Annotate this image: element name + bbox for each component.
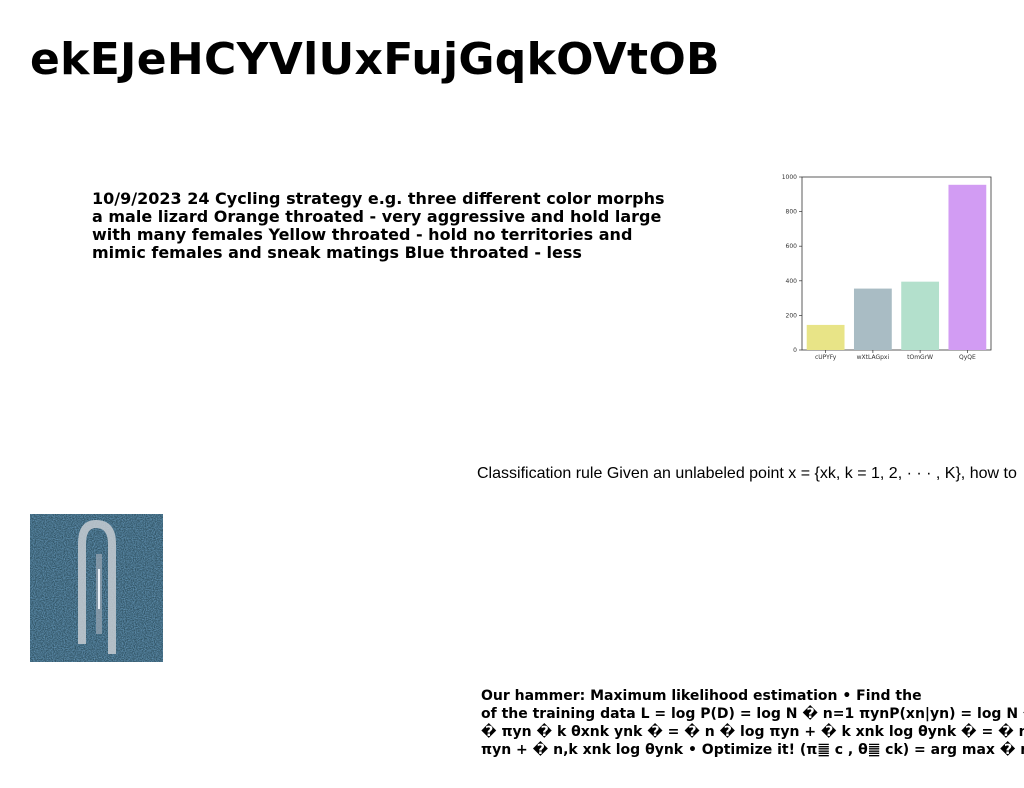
y-tick-label: 800 xyxy=(786,209,798,216)
text-line: πyn + � n,k xnk log θynk • Optimize it! … xyxy=(481,742,1024,758)
text-block-mle: Our hammer: Maximum likelihood estimatio… xyxy=(481,687,1024,759)
bar-wXtLAGpxi xyxy=(853,288,892,350)
text-line: of the training data L = log P(D) = log … xyxy=(481,706,1024,722)
text-line: 10/9/2023 24 Cycling strategy e.g. three… xyxy=(92,189,665,208)
aerial-satellite-image xyxy=(30,514,163,662)
page-title: ekEJeHCYVlUxFujGqkOVtOB xyxy=(30,34,720,85)
plot-frame xyxy=(801,176,992,351)
y-tick-label: 600 xyxy=(786,243,798,250)
x-tick-label: tOmGrW xyxy=(907,354,933,361)
text-line: a male lizard Orange throated - very agg… xyxy=(92,207,662,226)
bar-chart: 0 200 400 600 800 1000 cUPYFy wXtLAGpxi tOmGrW Qy… xyxy=(782,174,992,361)
bar-tOmGrW xyxy=(901,281,940,350)
x-tick-label: cUPYFy xyxy=(815,354,837,361)
text-line: � πyn � k θxnk ynk � = � n � log πyn + �… xyxy=(481,724,1024,740)
x-tick-label: wXtLAGpxi xyxy=(857,354,890,361)
text-block-classification: Classification rule Given an unlabeled p… xyxy=(477,465,1017,482)
y-tick-label: 400 xyxy=(786,278,798,285)
text-line: with many females Yellow throated - hold… xyxy=(92,225,633,244)
y-tick-label: 0 xyxy=(793,347,797,354)
bar-cUPYFy xyxy=(806,324,845,350)
text-block-lizard: 10/9/2023 24 Cycling strategy e.g. three… xyxy=(92,190,692,262)
bar-QyQE xyxy=(948,184,987,350)
text-line: mimic females and sneak matings Blue thr… xyxy=(92,243,582,262)
x-tick-label: QyQE xyxy=(959,354,976,361)
y-tick-label: 200 xyxy=(786,312,798,319)
y-tick-label: 1000 xyxy=(782,174,797,181)
text-line: Our hammer: Maximum likelihood estimatio… xyxy=(481,688,922,704)
